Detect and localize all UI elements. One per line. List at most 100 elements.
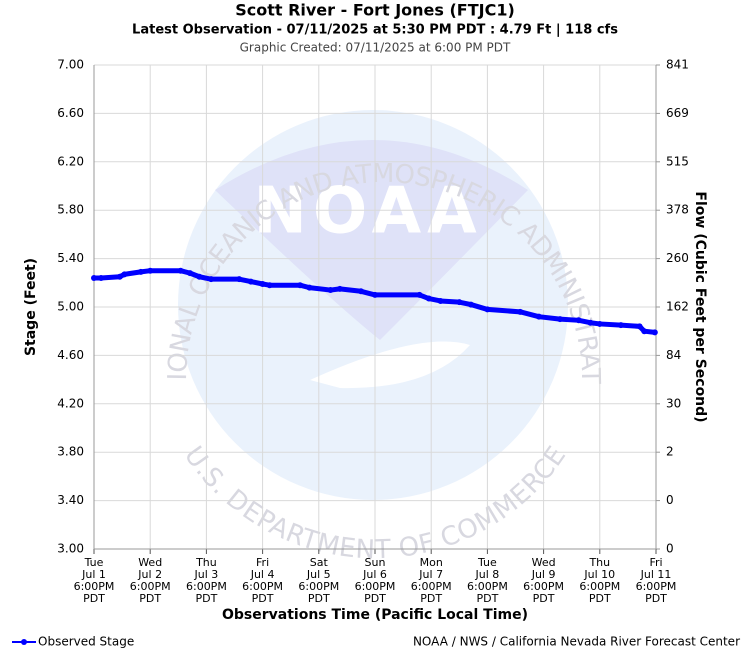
x-tick-label: 6:00PM xyxy=(186,580,227,593)
chart-subtitle: Latest Observation - 07/11/2025 at 5:30 … xyxy=(132,23,618,38)
x-tick-label: 6:00PM xyxy=(579,580,620,593)
y-tick-label: 5.40 xyxy=(57,251,84,265)
y-tick-label: 5.80 xyxy=(57,203,84,217)
x-tick-label: Sun xyxy=(365,556,386,569)
x-tick-label: Jul 11 xyxy=(640,568,672,581)
data-point xyxy=(372,291,378,298)
y2-tick-label: 260 xyxy=(666,251,689,265)
y2-tick-label: 0 xyxy=(666,493,674,507)
x-tick-label: Tue xyxy=(477,556,497,569)
x-tick-label: 6:00PM xyxy=(242,580,283,593)
data-point xyxy=(177,267,184,274)
data-point xyxy=(297,282,304,289)
x-tick-label: 6:00PM xyxy=(411,580,452,593)
data-point xyxy=(306,284,313,291)
watermark-wing xyxy=(215,140,528,340)
y-tick-label: 4.60 xyxy=(57,348,84,362)
data-point xyxy=(587,319,594,326)
created-note: Graphic Created: 07/11/2025 at 6:00 PM P… xyxy=(240,41,511,55)
x-tick-label: Jul 5 xyxy=(306,568,331,581)
watermark-wave xyxy=(310,341,470,389)
x-tick-label: PDT xyxy=(420,592,442,605)
y-tick-label: 6.60 xyxy=(57,106,84,120)
data-point xyxy=(617,322,624,329)
watermark-logo: NOAA xyxy=(253,175,482,249)
y2-tick-label: 378 xyxy=(666,203,689,217)
x-tick-label: PDT xyxy=(364,592,386,605)
data-point xyxy=(98,274,105,281)
data-point xyxy=(575,317,582,324)
x-tick-label: Jul 2 xyxy=(137,568,162,581)
data-point xyxy=(137,268,144,275)
x-tick-label: Jul 1 xyxy=(81,568,106,581)
data-point xyxy=(247,278,254,285)
data-point xyxy=(535,313,542,320)
x-tick-label: PDT xyxy=(645,592,667,605)
data-point xyxy=(116,273,123,280)
data-point xyxy=(91,274,97,281)
x-tick-label: 6:00PM xyxy=(636,580,677,593)
x-tick-label: Jul 9 xyxy=(531,568,556,581)
y2-tick-label: 0 xyxy=(666,542,674,556)
y2-axis-title: Flow (Cubic Feet per Second) xyxy=(692,191,708,422)
x-tick-label: 6:00PM xyxy=(74,580,115,593)
y-tick-label: 3.80 xyxy=(57,445,84,459)
x-tick-label: PDT xyxy=(533,592,555,605)
data-point xyxy=(266,282,273,289)
x-tick-label: Sat xyxy=(310,556,329,569)
y2-tick-label: 515 xyxy=(666,154,689,168)
x-tick-label: Jul 10 xyxy=(583,568,615,581)
y-axis-title: Stage (Feet) xyxy=(23,258,39,356)
x-tick-label: Jul 4 xyxy=(250,568,275,581)
data-point xyxy=(425,295,432,302)
x-tick-label: PDT xyxy=(139,592,161,605)
y2-tick-label: 2 xyxy=(666,445,674,459)
y-tick-label: 7.00 xyxy=(57,58,84,72)
x-tick-label: PDT xyxy=(195,592,217,605)
data-point xyxy=(208,276,215,283)
data-point xyxy=(596,320,603,327)
x-tick-label: Thu xyxy=(195,556,217,569)
y-tick-label: 6.20 xyxy=(57,154,84,168)
data-point xyxy=(196,273,203,280)
data-point xyxy=(187,270,194,277)
x-tick-label: Wed xyxy=(138,556,162,569)
data-point xyxy=(357,288,364,295)
legend-marker xyxy=(21,639,27,645)
x-tick-label: Jul 6 xyxy=(362,568,387,581)
y2-tick-label: 84 xyxy=(666,348,681,362)
x-tick-label: Jul 7 xyxy=(418,568,443,581)
y2-tick-label: 669 xyxy=(666,106,689,120)
data-point xyxy=(556,316,563,323)
data-point xyxy=(147,267,154,274)
x-tick-label: Jul 8 xyxy=(475,568,500,581)
data-point xyxy=(336,285,343,292)
x-tick-label: PDT xyxy=(589,592,611,605)
x-tick-label: Thu xyxy=(588,556,610,569)
y-tick-label: 4.20 xyxy=(57,396,84,410)
x-tick-label: 6:00PM xyxy=(298,580,339,593)
x-tick-label: Wed xyxy=(532,556,556,569)
chart-title: Scott River - Fort Jones (FTJC1) xyxy=(235,1,515,20)
x-tick-label: PDT xyxy=(252,592,274,605)
data-point xyxy=(468,301,475,308)
data-point xyxy=(484,306,491,313)
x-tick-label: PDT xyxy=(476,592,498,605)
data-point xyxy=(121,271,128,278)
x-tick-label: Tue xyxy=(84,556,104,569)
data-point xyxy=(641,328,648,335)
y-tick-label: 3.00 xyxy=(57,542,84,556)
y2-tick-label: 162 xyxy=(666,300,689,314)
data-point xyxy=(437,297,444,304)
x-tick-label: Fri xyxy=(649,556,662,569)
x-tick-label: Jul 3 xyxy=(194,568,219,581)
data-point xyxy=(236,276,243,283)
x-tick-label: PDT xyxy=(83,592,105,605)
legend-label: Observed Stage xyxy=(38,635,134,649)
y-tick-label: 3.40 xyxy=(57,493,84,507)
x-tick-label: PDT xyxy=(308,592,330,605)
x-tick-label: 6:00PM xyxy=(355,580,396,593)
x-axis-title: Observations Time (Pacific Local Time) xyxy=(222,607,528,623)
y2-tick-label: 841 xyxy=(666,58,689,72)
